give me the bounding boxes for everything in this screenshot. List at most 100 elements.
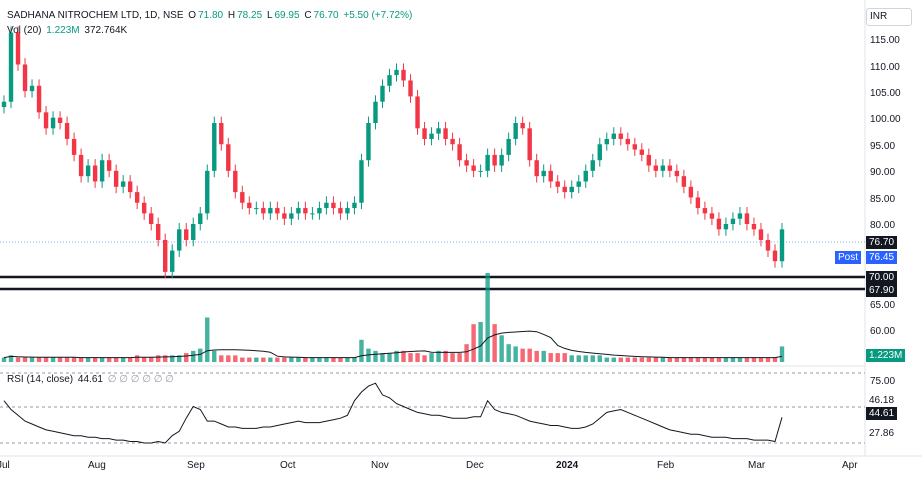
candle-body xyxy=(78,154,84,177)
candle-body xyxy=(317,208,322,214)
rsi-upper-label: 46.18 xyxy=(869,395,895,406)
candle-body xyxy=(611,133,616,139)
volume-bar xyxy=(583,355,588,362)
candle-body xyxy=(534,160,539,177)
volume-bar xyxy=(415,353,420,362)
volume-bar xyxy=(212,350,217,362)
volume-value: 1.223M xyxy=(46,25,80,36)
ytick-label: 105.00 xyxy=(870,88,901,99)
candle-body xyxy=(485,154,490,171)
volume-bar xyxy=(597,355,602,362)
volume-bar xyxy=(695,357,701,362)
xtick-label: 2024 xyxy=(556,460,579,471)
volume-bar xyxy=(443,350,448,362)
candle-body xyxy=(779,229,785,262)
xtick-label: Aug xyxy=(88,460,106,471)
volume-bar xyxy=(71,357,77,362)
candle-body xyxy=(155,224,161,240)
time-axis-labels: Jul Aug Sep Oct Nov Dec 2024 Feb Mar Apr xyxy=(0,460,858,471)
rsi-lower-label: 27.86 xyxy=(869,428,895,439)
candle-body xyxy=(338,208,343,214)
volume-bar xyxy=(254,357,259,362)
xtick-label: Jul xyxy=(0,460,10,471)
candle-body xyxy=(1,101,7,108)
volume-bar xyxy=(667,357,673,362)
candle-body xyxy=(625,138,631,145)
xtick-label: Oct xyxy=(280,460,296,471)
volume-bar xyxy=(457,353,462,362)
candle-body xyxy=(134,192,140,203)
rsi-indicator-label[interactable]: RSI (14, close) xyxy=(7,374,74,385)
candle-body xyxy=(373,101,378,123)
candle-body xyxy=(681,176,687,187)
rsi-legend: RSI (14, close) 44.61 ∅ ∅ ∅ ∅ ∅ ∅ xyxy=(7,374,176,385)
currency-button[interactable]: INR xyxy=(866,8,912,26)
volume-bar xyxy=(155,355,161,362)
volume-bar xyxy=(148,357,154,362)
candle-body xyxy=(478,170,483,172)
volume-bar xyxy=(576,355,581,362)
candle-body xyxy=(324,202,329,209)
xtick-label: Nov xyxy=(371,460,389,471)
candle-body xyxy=(268,208,273,214)
volume-bar xyxy=(345,357,350,362)
candle-body xyxy=(29,85,35,92)
candle-body xyxy=(667,165,673,171)
volume-bar xyxy=(127,357,133,362)
volume-bar xyxy=(674,357,680,362)
volume-bar xyxy=(751,357,757,362)
candle-body xyxy=(163,239,168,272)
volume-bar xyxy=(506,344,511,362)
candle-body xyxy=(8,32,14,102)
low-value: 69.95 xyxy=(274,10,300,21)
ytick-label: 60.00 xyxy=(870,326,895,337)
candle-body xyxy=(141,202,147,214)
volume-bar xyxy=(387,353,392,362)
candle-body xyxy=(170,250,175,272)
candle-body xyxy=(583,170,588,182)
candle-body xyxy=(366,122,371,161)
volume-ma-line xyxy=(3,330,783,359)
candle-body xyxy=(99,160,105,182)
volume-layer xyxy=(1,273,785,362)
volume-bar xyxy=(618,357,623,362)
candle-body xyxy=(177,229,182,251)
volume-bar xyxy=(723,357,729,362)
volume-bar xyxy=(709,357,715,362)
volume-bar xyxy=(1,357,7,362)
volume-bar xyxy=(198,348,203,362)
volume-bar xyxy=(331,357,336,362)
candle-body xyxy=(632,144,638,150)
volume-bar xyxy=(541,350,546,362)
price-axis-labels: 115.00 110.00 105.00 100.00 95.00 90.00 … xyxy=(870,35,901,387)
symbol-title[interactable]: SADHANA NITROCHEM LTD, 1D, NSE xyxy=(7,10,184,21)
candle-body xyxy=(15,32,21,65)
volume-bar xyxy=(324,357,329,362)
volume-bar xyxy=(177,355,182,362)
volume-bar xyxy=(611,357,616,362)
volume-ma-value: 372.764K xyxy=(84,25,128,36)
close-label: C xyxy=(304,10,312,21)
volume-bar xyxy=(261,357,266,362)
candle-body xyxy=(191,224,196,240)
volume-bar xyxy=(429,353,434,362)
volume-bar xyxy=(779,346,785,362)
candle-body xyxy=(219,122,224,145)
candle-body xyxy=(331,202,336,209)
candle-body xyxy=(205,170,210,214)
low-label: L xyxy=(266,10,273,21)
post-market-label: Post xyxy=(835,251,862,264)
volume-bar xyxy=(106,357,112,362)
volume-bar xyxy=(716,357,722,362)
candle-body xyxy=(758,229,764,240)
candle-body xyxy=(415,96,420,129)
candle-body xyxy=(604,138,609,145)
candle-body xyxy=(36,85,42,113)
candle-body xyxy=(450,138,455,145)
volume-bar xyxy=(394,350,399,362)
volume-indicator-label[interactable]: Vol (20) xyxy=(7,25,42,36)
volume-bar xyxy=(22,357,28,362)
rsi-legend-value: 44.61 xyxy=(77,374,103,385)
